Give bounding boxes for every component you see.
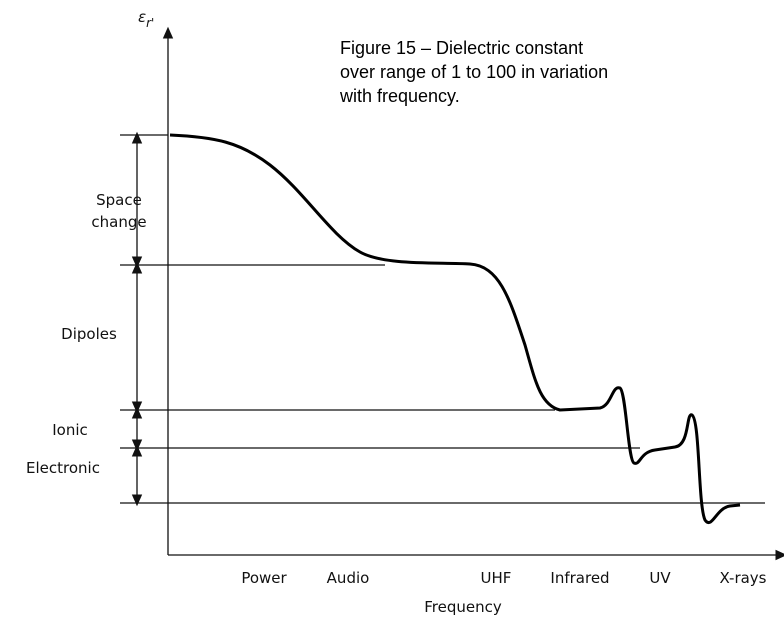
band-label: Audio — [327, 569, 370, 587]
dielectric-curve — [169, 133, 741, 524]
band-label: Power — [241, 569, 287, 587]
band-label: UV — [649, 569, 671, 587]
band-label: Infrared — [550, 569, 609, 587]
region-label: change — [91, 213, 146, 231]
region-label: Ionic — [52, 421, 88, 439]
band-label: X-rays — [720, 569, 767, 587]
region-label: Electronic — [26, 459, 100, 477]
caption-line: with frequency. — [339, 86, 460, 106]
region-label: Space — [96, 191, 142, 209]
level-lines — [120, 134, 765, 504]
region-label: Dipoles — [61, 325, 117, 343]
band-label: UHF — [481, 569, 512, 587]
x-axis-label: Frequency — [424, 598, 502, 616]
caption-line: over range of 1 to 100 in variation — [340, 62, 608, 82]
caption-line: Figure 15 – Dielectric constant — [340, 38, 583, 58]
y-axis-label: εr' — [138, 8, 154, 30]
